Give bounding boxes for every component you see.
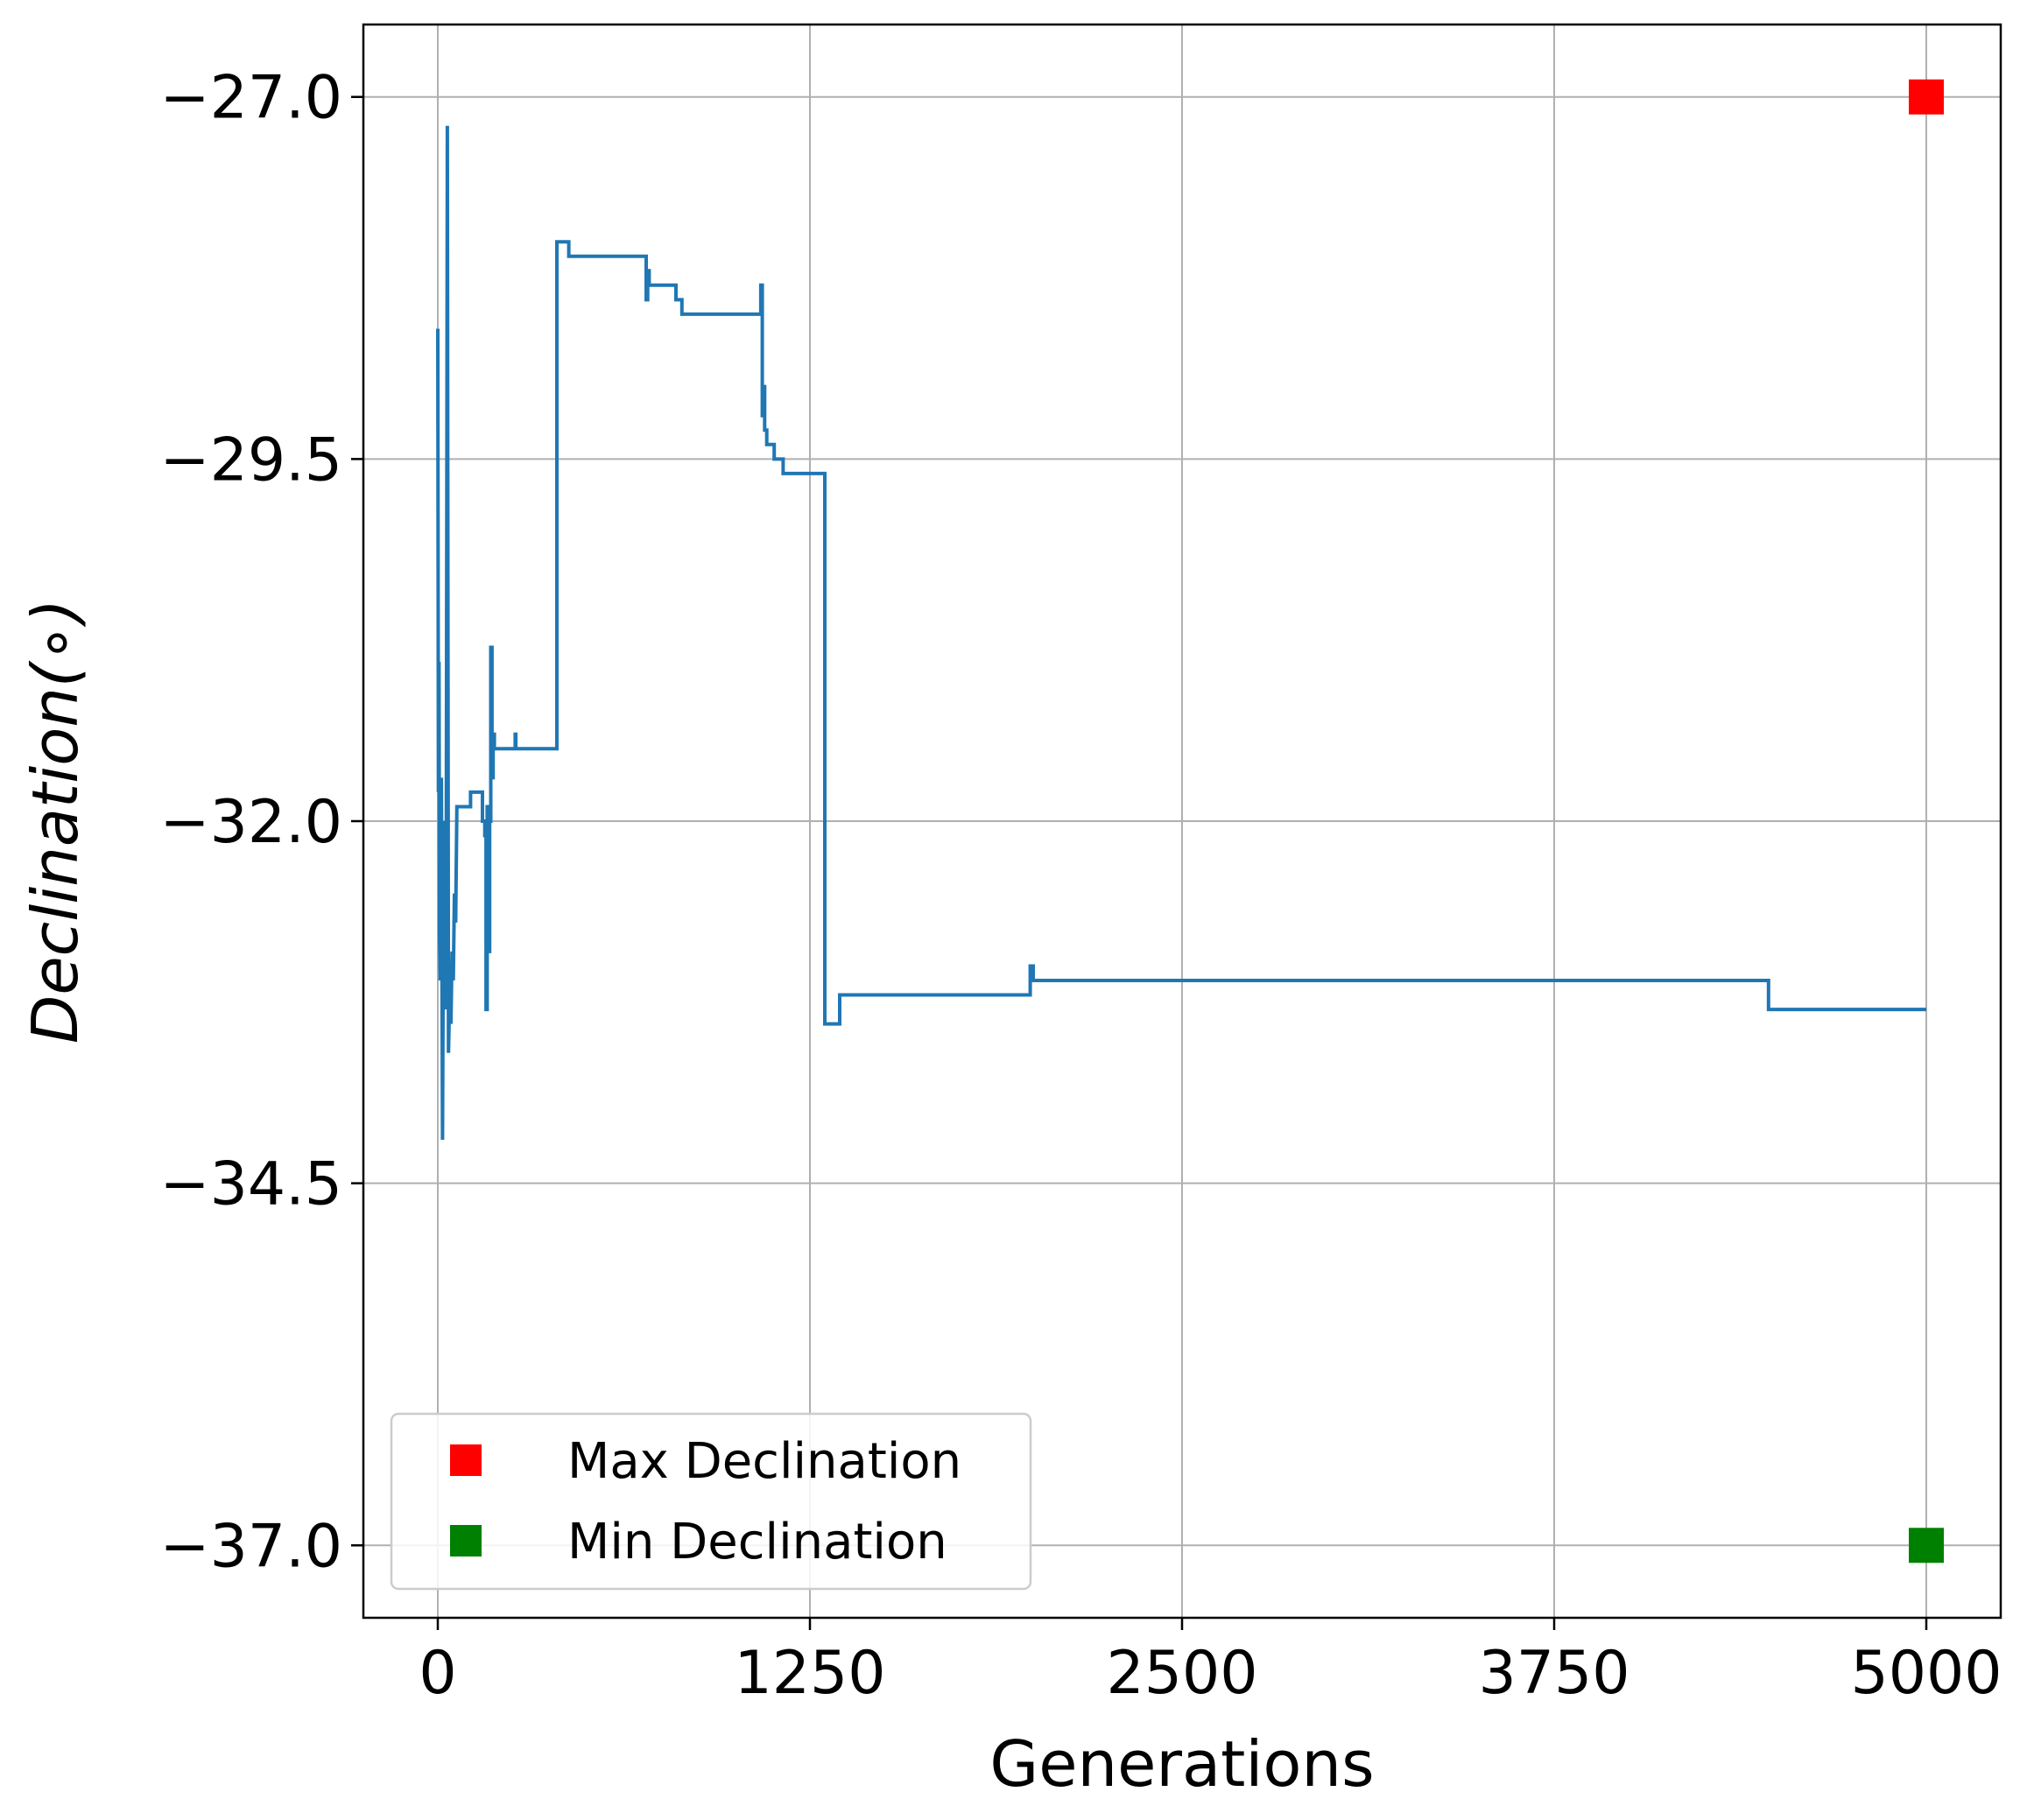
y-tick-label: −27.0	[160, 64, 342, 133]
x-tick-label: 5000	[1850, 1639, 2002, 1708]
min-declination-marker	[1909, 1528, 1944, 1564]
x-axis-title: Generations	[989, 1727, 1374, 1801]
y-tick-label: −34.5	[160, 1150, 342, 1219]
grid-lines	[363, 25, 2001, 1618]
x-tick-label: 3750	[1478, 1639, 1629, 1708]
legend-min-label: Min Declination	[567, 1514, 947, 1571]
legend-max-label: Max Declination	[567, 1433, 961, 1490]
x-tick-label: 2500	[1106, 1639, 1257, 1708]
x-tick-label: 0	[419, 1639, 456, 1708]
y-tick-label: −32.0	[160, 788, 342, 857]
y-tick-label: −29.5	[160, 425, 342, 495]
legend-max-marker	[450, 1444, 482, 1476]
x-tick-label: 1250	[734, 1639, 885, 1708]
x-axis-ticks: 0 1250 2500 3750 5000	[419, 1618, 2002, 1708]
series-lines	[436, 125, 1926, 1141]
y-axis-title: Declination(∘)	[18, 599, 92, 1044]
declination-series-line	[436, 125, 1926, 1141]
y-tick-label: −37.0	[160, 1512, 342, 1581]
y-axis-ticks: −27.0 −29.5 −32.0 −34.5 −37.0	[160, 64, 363, 1581]
extreme-markers	[1909, 79, 1944, 1564]
legend-min-marker	[450, 1525, 482, 1556]
legend-box	[390, 1412, 1032, 1591]
legend: Max Declination Min Declination	[390, 1412, 1032, 1591]
max-declination-marker	[1909, 79, 1944, 115]
